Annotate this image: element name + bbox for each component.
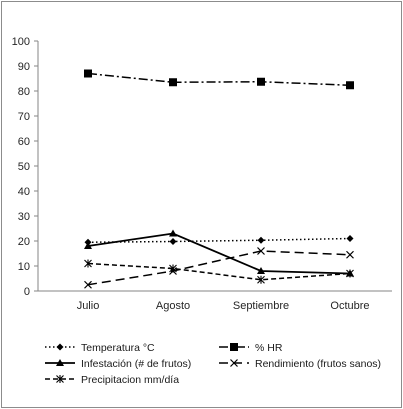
series-line [87,72,351,86]
x-tick-label: Octubre [330,300,369,312]
legend-marker [230,359,238,367]
y-tick-label: 90 [18,61,30,73]
data-point-marker [257,247,265,255]
data-point-marker [169,229,177,237]
legend-label: Rendimiento (frutos sanos) [255,358,381,370]
axes: 0 10 20 30 40 50 60 70 80 90 100 Julio Agosto Septiem… [12,36,392,312]
data-point-marker [257,267,265,274]
legend-marker [56,343,64,351]
series-0 [84,235,354,246]
series-1 [84,69,354,90]
y-tick-label: 80 [18,86,30,98]
y-tick-label: 100 [12,36,30,48]
legend-label: Infestación (# de frutos) [81,358,191,370]
data-point-marker [346,269,354,278]
y-tick-label: 10 [18,261,30,273]
data-point-marker [346,81,354,90]
data-point-marker [257,275,265,284]
x-tick-label: Septiembre [233,300,289,312]
legend-label: Precipitacion mm/día [81,374,179,386]
series-4 [84,259,354,284]
legend-item: Precipitacion mm/día [45,374,179,386]
x-tick-label: Julio [77,300,100,312]
y-tick-label: 60 [18,136,30,148]
series-line [87,262,351,281]
data-point-marker [346,250,354,259]
x-tick-label: Agosto [156,300,190,312]
data-point-marker [169,264,177,273]
data-point-marker [84,259,92,268]
y-tick-label: 40 [18,186,30,198]
legend-label: Temperatura °C [81,342,155,354]
data-point-marker [169,78,177,87]
series-line [87,232,351,275]
data-point-marker [84,242,92,249]
series-line [87,237,351,243]
y-tick-label: 0 [24,286,30,298]
data-point-marker [169,238,177,245]
legend-item: Temperatura °C [45,342,155,354]
series-group [84,69,354,289]
data-point-marker [257,236,265,244]
legend-item: % HR [219,342,283,354]
y-tick-label: 50 [18,161,30,173]
legend-label: % HR [255,342,283,354]
legend-marker [56,359,64,366]
legend-marker [230,343,238,351]
legend-item: Rendimiento (frutos sanos) [219,358,381,370]
legend: Temperatura °C % HR Infestación (# de frut… [45,342,381,386]
data-point-marker [84,69,92,78]
y-tick-label: 20 [18,236,30,248]
y-tick-label: 70 [18,111,30,123]
y-tick-label: 30 [18,211,30,223]
data-point-marker [257,77,265,86]
series-line [87,250,351,286]
legend-item: Infestación (# de frutos) [45,358,191,370]
data-point-marker [84,280,92,289]
legend-marker [56,375,64,383]
data-point-marker [346,235,354,242]
